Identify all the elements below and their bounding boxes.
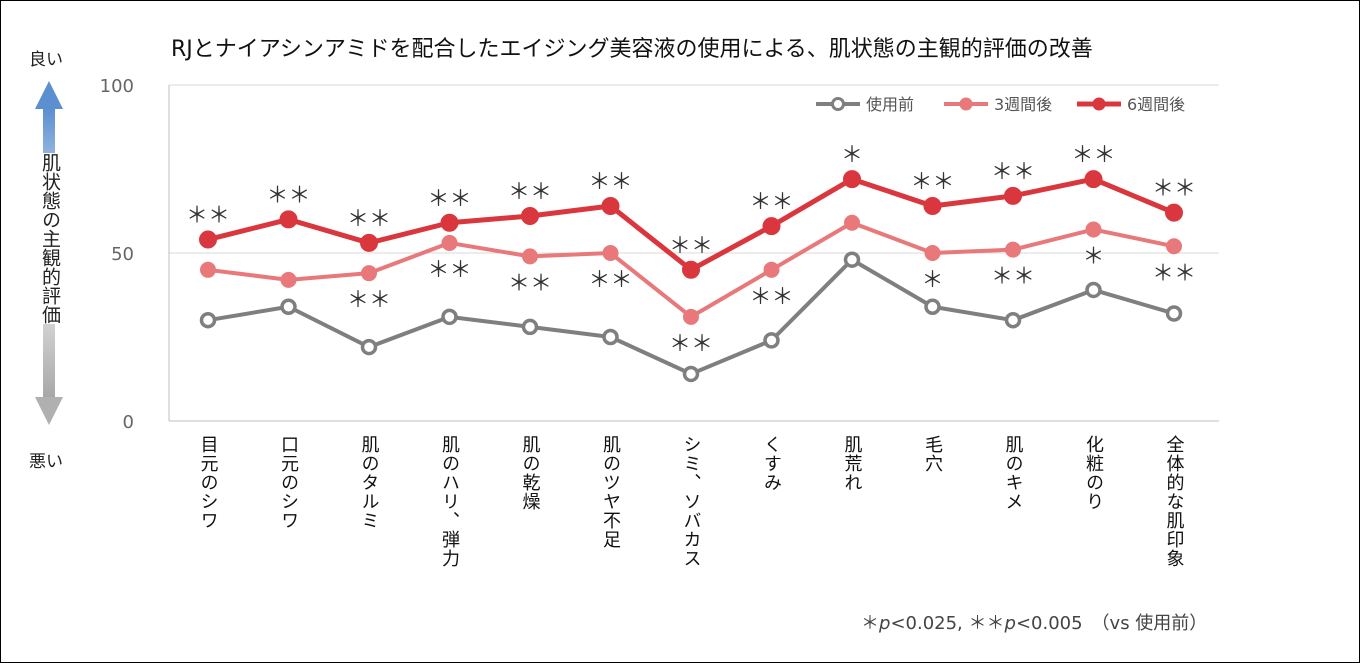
point-1 <box>683 308 699 325</box>
x-tick-label: 肌のキメ <box>1003 435 1024 511</box>
point-before <box>602 328 619 346</box>
legend-swatch-marker <box>959 97 973 111</box>
point-before <box>521 318 539 336</box>
arrow-down-head <box>35 397 63 425</box>
point-2 <box>843 170 861 189</box>
point-before <box>1085 281 1102 299</box>
legend-swatch-marker <box>831 97 845 111</box>
sig-mark-3w: ＊＊ <box>749 285 793 310</box>
x-tick-label: 化粧のり <box>1083 435 1104 511</box>
sig-mark-3w: ＊ <box>921 268 943 293</box>
point-2 <box>440 213 459 232</box>
point-1 <box>361 265 377 282</box>
point-2 <box>923 196 942 215</box>
point-1 <box>280 271 297 288</box>
point-before <box>924 298 941 316</box>
arrow-up-head <box>35 81 63 109</box>
point-before <box>280 298 297 316</box>
sig-mark-6w: ＊＊ <box>910 170 954 195</box>
point-2 <box>762 217 781 236</box>
sig-mark-6w: ＊＊ <box>1071 143 1115 168</box>
legend-label: 6週間後 <box>1127 95 1185 114</box>
point-1 <box>522 248 538 265</box>
point-2 <box>360 233 378 252</box>
point-before <box>843 251 861 268</box>
point-1 <box>844 214 860 231</box>
sig-mark-3w: ＊＊ <box>991 265 1035 290</box>
point-1 <box>924 245 941 261</box>
point-1 <box>602 245 619 261</box>
sig-mark-3w: ＊＊ <box>347 288 391 313</box>
point-2 <box>279 210 298 229</box>
point-2 <box>682 260 700 279</box>
x-tick-label: 目元のシワ <box>198 435 219 530</box>
x-tick-label: 毛穴 <box>922 435 943 473</box>
point-before <box>199 311 217 329</box>
legend-label: 3週間後 <box>994 95 1052 114</box>
point-before <box>360 338 378 356</box>
point-before <box>763 332 780 349</box>
footnote-star1: ＊ <box>861 613 879 634</box>
sig-mark-6w: ＊＊ <box>266 183 310 208</box>
footnote-p2: p <box>1004 613 1016 634</box>
sig-mark-3w: ＊ <box>1082 244 1104 269</box>
sig-mark-6w: ＊＊ <box>1152 177 1196 202</box>
y-tick-label: 0 <box>123 412 134 433</box>
legend-label: 使用前 <box>866 95 914 114</box>
sig-mark-3w: ＊＊ <box>588 268 632 293</box>
point-2 <box>521 207 539 226</box>
footnote-v2: <0.005 （vs 使用前） <box>1015 613 1208 634</box>
point-1 <box>1166 238 1182 255</box>
sig-mark-6w: ＊＊ <box>186 204 230 229</box>
sig-mark-6w: ＊＊ <box>427 187 471 212</box>
point-1 <box>1085 221 1102 238</box>
point-2 <box>1004 186 1022 205</box>
bad-label: 悪い <box>29 452 63 472</box>
sig-mark-6w: ＊＊ <box>508 180 552 205</box>
sig-mark-6w: ＊＊ <box>991 160 1035 185</box>
point-2 <box>199 230 217 249</box>
point-before <box>441 308 458 326</box>
point-2 <box>601 196 620 215</box>
footnote-star2: ＊＊ <box>968 613 1005 634</box>
y-tick-label: 100 <box>100 76 134 97</box>
sig-mark-3w: ＊＊ <box>427 258 471 283</box>
x-tick-label: シミ、ソバカス <box>681 435 702 568</box>
x-tick-label: 肌のハリ、弾力 <box>439 435 460 568</box>
point-before <box>1004 311 1022 329</box>
footnote-v1: <0.025, <box>890 613 969 634</box>
point-before <box>682 365 700 383</box>
sig-mark-6w: ＊ <box>841 143 863 168</box>
good-label: 良い <box>29 50 63 70</box>
point-2 <box>1165 203 1183 222</box>
sig-mark-6w: ＊＊ <box>347 207 391 232</box>
footnote-p1: p <box>879 613 891 634</box>
x-tick-label: 肌のツヤ不足 <box>600 435 621 549</box>
point-1 <box>763 261 780 278</box>
significance-footnote: ＊p<0.025, ＊＊p<0.005 （vs 使用前） <box>861 609 1207 635</box>
y-tick-label: 50 <box>111 244 134 265</box>
y-axis-title: 肌状態の主観的評価 <box>39 153 61 324</box>
x-tick-label: 肌荒れ <box>842 435 863 492</box>
point-1 <box>1005 241 1021 258</box>
x-tick-label: 全体的な肌印象 <box>1164 435 1185 568</box>
legend-swatch-marker <box>1092 97 1106 111</box>
sig-mark-6w: ＊＊ <box>749 190 793 215</box>
sig-mark-6w: ＊＊ <box>669 234 713 259</box>
x-tick-label: 肌のタルミ <box>359 435 380 530</box>
point-1 <box>441 234 458 251</box>
sig-mark-6w: ＊＊ <box>588 170 632 195</box>
x-tick-label: くすみ <box>761 435 782 492</box>
sig-mark-3w: ＊＊ <box>669 332 713 357</box>
sig-mark-3w: ＊＊ <box>1152 261 1196 286</box>
point-before <box>1165 305 1183 322</box>
point-1 <box>200 261 216 278</box>
chart-title: RJとナイアシンアミドを配合したエイジング美容液の使用による、肌状態の主観的評価… <box>171 37 1093 62</box>
point-2 <box>1084 170 1103 189</box>
sig-mark-3w: ＊＊ <box>508 271 552 296</box>
x-tick-label: 肌の乾燥 <box>520 435 541 511</box>
x-tick-label: 口元のシワ <box>278 435 299 530</box>
